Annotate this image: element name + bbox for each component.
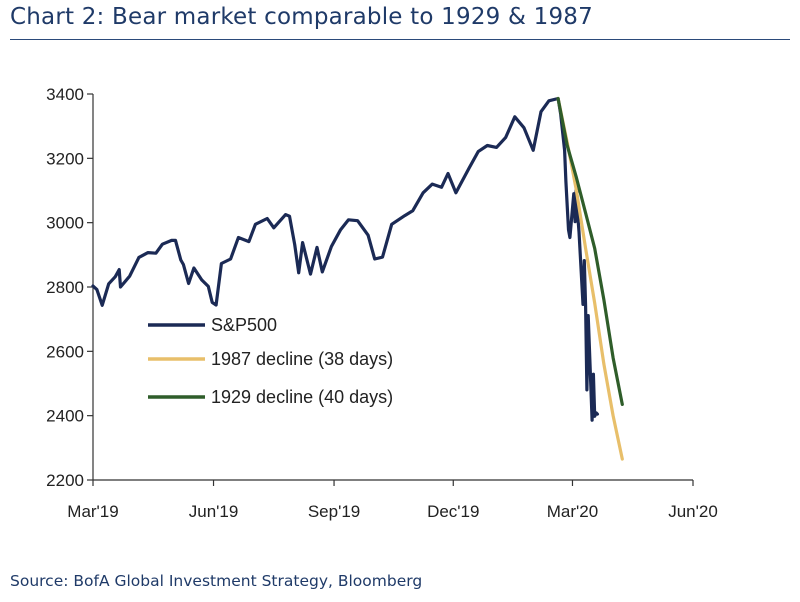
y-tick-label: 3000 <box>46 214 84 233</box>
chart-title: Chart 2: Bear market comparable to 1929 … <box>10 4 593 30</box>
legend-label: S&P500 <box>211 315 277 335</box>
x-ticks: Mar'19 Jun'19 Sep'19 Dec'19 Mar'20 Jun'20 <box>67 480 718 521</box>
y-tick-label: 3200 <box>46 149 84 168</box>
series-line-1 <box>91 96 599 422</box>
legend-label: 1929 decline (40 days) <box>211 387 393 407</box>
x-tick-label: Dec'19 <box>427 502 479 521</box>
series-line-3 <box>556 96 624 406</box>
y-tick-label: 2200 <box>46 471 84 490</box>
y-tick-label: 2800 <box>46 278 84 297</box>
y-tick-label: 3400 <box>46 85 84 104</box>
y-tick-label: 2600 <box>46 342 84 361</box>
title-divider <box>10 39 790 40</box>
x-tick-label: Sep'19 <box>308 502 360 521</box>
series-lines <box>91 96 624 461</box>
y-tick-label: 2400 <box>46 407 84 426</box>
legend: S&P500 1987 decline (38 days) 1929 decline… <box>148 315 393 407</box>
legend-label: 1987 decline (38 days) <box>211 349 393 369</box>
y-ticks: 2200 2400 2600 2800 3000 3200 3400 <box>46 85 93 490</box>
x-tick-label: Mar'20 <box>547 502 598 521</box>
x-tick-label: Jun'19 <box>189 502 239 521</box>
line-chart: 2200 2400 2600 2800 3000 3200 3400 Mar'19 Jun'1… <box>46 85 718 521</box>
source-note: Source: BofA Global Investment Strategy,… <box>10 572 423 590</box>
x-tick-label: Jun'20 <box>668 502 718 521</box>
x-tick-label: Mar'19 <box>67 502 118 521</box>
